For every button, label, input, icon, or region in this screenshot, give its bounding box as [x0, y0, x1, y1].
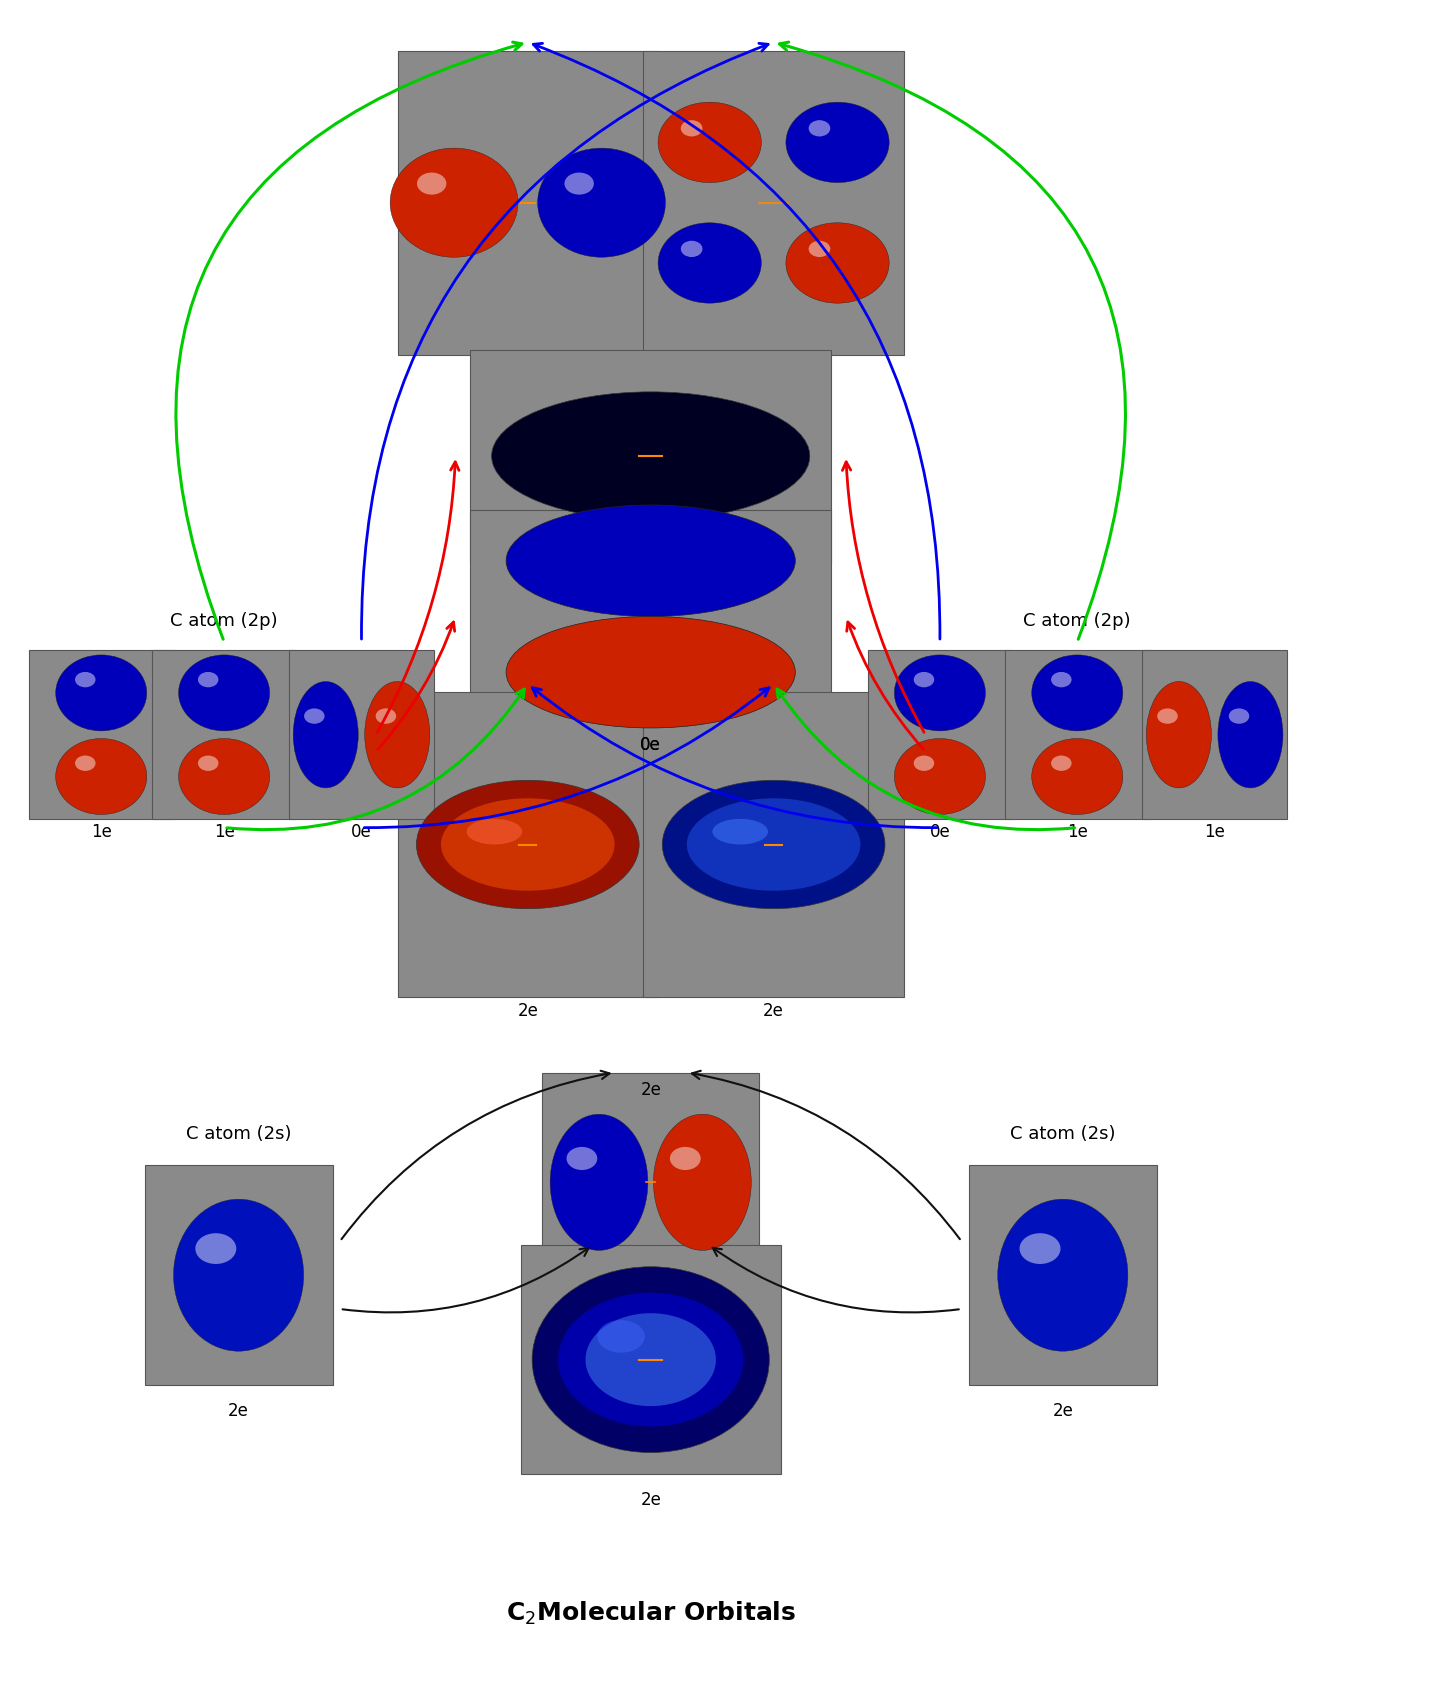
Ellipse shape	[1147, 682, 1212, 789]
Ellipse shape	[364, 682, 429, 789]
Ellipse shape	[294, 682, 359, 789]
Ellipse shape	[467, 819, 522, 844]
Ellipse shape	[558, 1292, 743, 1427]
Ellipse shape	[681, 120, 703, 137]
Ellipse shape	[1229, 708, 1249, 725]
Ellipse shape	[658, 223, 762, 304]
Ellipse shape	[75, 672, 95, 687]
Ellipse shape	[586, 1314, 716, 1405]
Ellipse shape	[195, 1233, 236, 1263]
Ellipse shape	[174, 1199, 304, 1351]
Ellipse shape	[808, 242, 830, 257]
Ellipse shape	[567, 1147, 597, 1170]
Ellipse shape	[56, 738, 147, 814]
FancyBboxPatch shape	[521, 1245, 781, 1474]
Ellipse shape	[597, 1321, 645, 1353]
FancyBboxPatch shape	[868, 650, 1012, 819]
Text: 1e: 1e	[1067, 823, 1087, 841]
Ellipse shape	[998, 1199, 1128, 1351]
FancyBboxPatch shape	[1142, 650, 1287, 819]
FancyBboxPatch shape	[398, 51, 658, 355]
FancyBboxPatch shape	[398, 692, 658, 997]
Ellipse shape	[669, 1147, 701, 1170]
Ellipse shape	[179, 738, 269, 814]
Text: 2e: 2e	[763, 1002, 784, 1020]
Text: 1e: 1e	[1205, 823, 1225, 841]
Ellipse shape	[914, 755, 934, 770]
FancyBboxPatch shape	[289, 650, 434, 819]
Ellipse shape	[1019, 1233, 1060, 1263]
Text: C atom (2s): C atom (2s)	[187, 1125, 291, 1143]
Text: C atom (2p): C atom (2p)	[171, 611, 278, 630]
FancyBboxPatch shape	[145, 1165, 333, 1385]
Text: 2e: 2e	[641, 1081, 661, 1100]
Ellipse shape	[56, 655, 147, 731]
Text: 2e: 2e	[518, 1002, 538, 1020]
Ellipse shape	[1157, 708, 1177, 725]
Ellipse shape	[1032, 655, 1122, 731]
Text: 0e: 0e	[930, 823, 950, 841]
Ellipse shape	[787, 223, 889, 304]
FancyBboxPatch shape	[152, 650, 296, 819]
Ellipse shape	[1218, 682, 1283, 789]
Ellipse shape	[894, 655, 986, 731]
Ellipse shape	[687, 799, 860, 890]
Ellipse shape	[532, 1267, 769, 1453]
FancyBboxPatch shape	[643, 51, 904, 355]
Ellipse shape	[179, 655, 269, 731]
Ellipse shape	[662, 780, 885, 909]
Ellipse shape	[681, 242, 703, 257]
Ellipse shape	[654, 1115, 752, 1250]
Ellipse shape	[787, 103, 889, 182]
Ellipse shape	[506, 616, 795, 728]
Ellipse shape	[376, 708, 396, 725]
FancyBboxPatch shape	[542, 1073, 759, 1292]
Ellipse shape	[1032, 738, 1122, 814]
Ellipse shape	[713, 819, 768, 844]
Text: 1e: 1e	[91, 823, 111, 841]
Text: C atom (2s): C atom (2s)	[1011, 1125, 1115, 1143]
Text: 0e: 0e	[351, 823, 372, 841]
Text: 1e: 1e	[214, 823, 234, 841]
Ellipse shape	[304, 708, 324, 725]
Text: 0e: 0e	[641, 736, 661, 755]
Text: 2e: 2e	[641, 1309, 661, 1328]
Ellipse shape	[1051, 672, 1071, 687]
FancyBboxPatch shape	[470, 350, 831, 562]
FancyBboxPatch shape	[29, 650, 174, 819]
Ellipse shape	[549, 1115, 648, 1250]
Ellipse shape	[564, 172, 594, 194]
FancyBboxPatch shape	[470, 510, 831, 723]
Ellipse shape	[441, 799, 615, 890]
Ellipse shape	[75, 755, 95, 770]
Ellipse shape	[538, 149, 665, 257]
Text: 0e: 0e	[641, 736, 661, 755]
Text: 2e: 2e	[228, 1402, 249, 1420]
FancyBboxPatch shape	[643, 692, 904, 997]
Ellipse shape	[198, 755, 218, 770]
Ellipse shape	[808, 120, 830, 137]
Ellipse shape	[914, 672, 934, 687]
Text: C atom (2p): C atom (2p)	[1024, 611, 1131, 630]
Ellipse shape	[492, 392, 810, 520]
Ellipse shape	[894, 738, 986, 814]
Ellipse shape	[658, 103, 762, 182]
Text: 2e: 2e	[641, 1491, 661, 1510]
Text: 2e: 2e	[1053, 1402, 1073, 1420]
Ellipse shape	[1051, 755, 1071, 770]
Ellipse shape	[198, 672, 218, 687]
Text: C$_2$Molecular Orbitals: C$_2$Molecular Orbitals	[506, 1599, 795, 1627]
Ellipse shape	[506, 505, 795, 616]
FancyBboxPatch shape	[969, 1165, 1157, 1385]
Ellipse shape	[416, 780, 639, 909]
Ellipse shape	[390, 149, 518, 257]
Ellipse shape	[416, 172, 447, 194]
FancyBboxPatch shape	[1005, 650, 1150, 819]
